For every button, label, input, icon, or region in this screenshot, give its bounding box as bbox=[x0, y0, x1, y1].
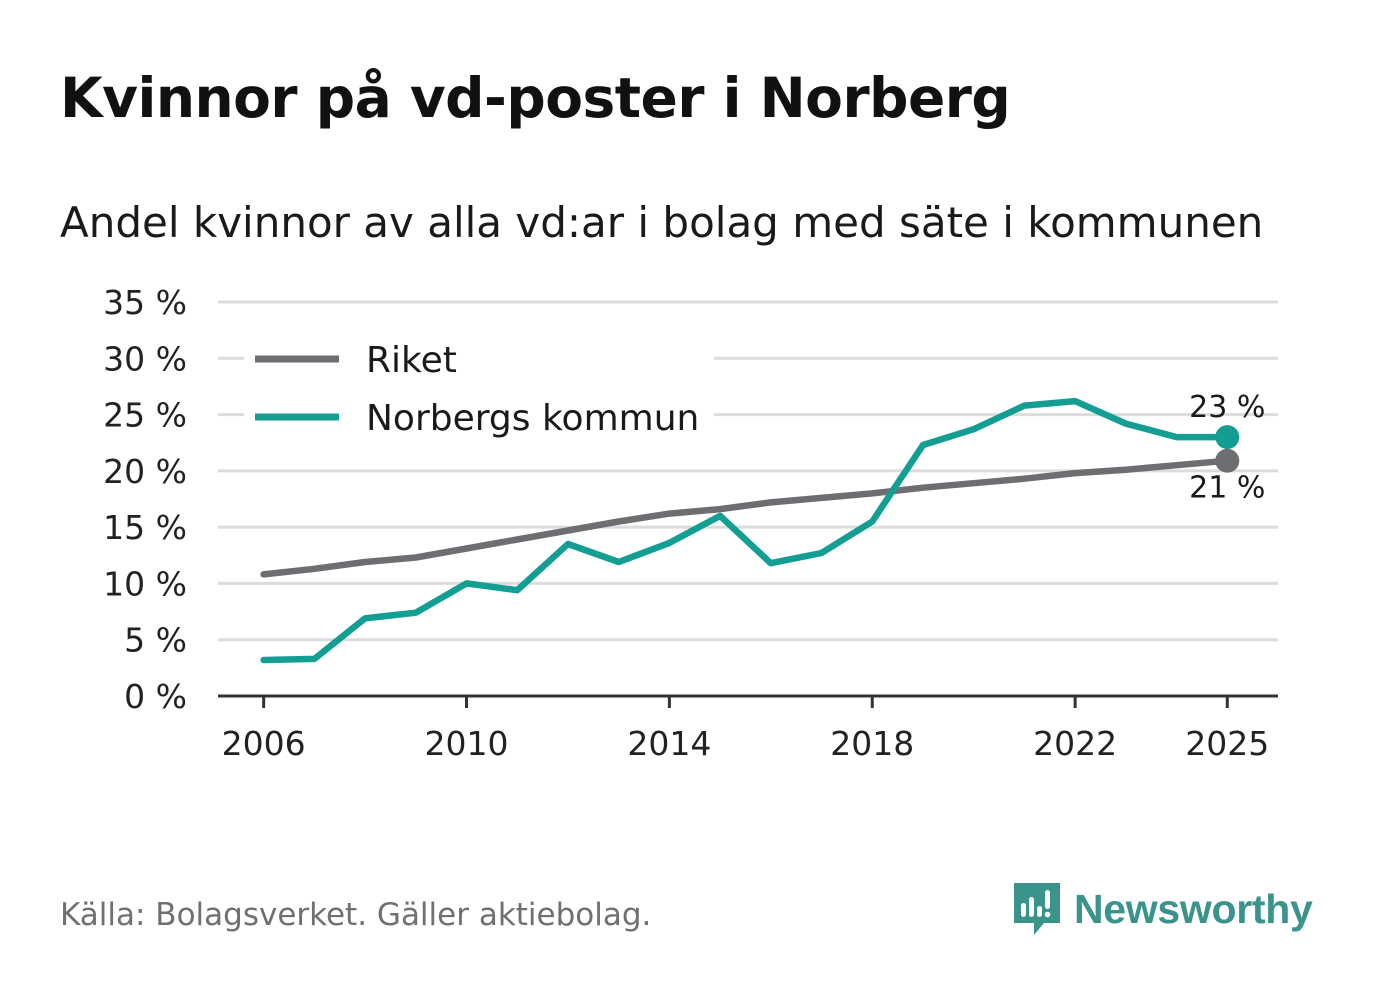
series-layer bbox=[260, 397, 1231, 664]
x-tick-label: 2006 bbox=[222, 724, 306, 763]
legend-label-0: Riket bbox=[366, 340, 457, 381]
x-tick-label: 2018 bbox=[830, 724, 914, 763]
series-line-1 bbox=[260, 397, 1231, 664]
series-end-label-0: 21 % bbox=[1189, 471, 1265, 506]
y-tick-label: 25 % bbox=[103, 396, 187, 435]
label-layer: 21 % 23 % bbox=[1189, 390, 1265, 506]
brand-logo: Newsworthy bbox=[1010, 878, 1313, 940]
y-tick-label: 10 % bbox=[103, 564, 187, 603]
chart-title: Kvinnor på vd-poster i Norberg bbox=[60, 66, 1011, 130]
y-tick-label: 15 % bbox=[103, 508, 187, 547]
x-tick-label: 2010 bbox=[425, 724, 509, 763]
y-tick-label: 30 % bbox=[103, 339, 187, 378]
chart-subtitle: Andel kvinnor av alla vd:ar i bolag med … bbox=[60, 198, 1264, 247]
series-end-label-1: 23 % bbox=[1189, 390, 1265, 425]
legend-label-1: Norbergs kommun bbox=[366, 398, 699, 439]
source-note: Källa: Bolagsverket. Gäller aktiebolag. bbox=[60, 897, 652, 933]
series-endpoint-1 bbox=[1215, 425, 1240, 450]
newsworthy-logo-icon bbox=[1014, 883, 1060, 935]
y-tick-label: 0 % bbox=[124, 677, 187, 716]
x-tick-label: 2022 bbox=[1033, 724, 1117, 763]
legend-layer: Riket Norbergs kommun bbox=[244, 327, 714, 439]
axis-layer: 0 % 5 % 10 % 15 % 20 % 25 % 30 % 35 % 2006 2010 20… bbox=[103, 283, 1278, 763]
x-tick-label: 2014 bbox=[627, 724, 711, 763]
series-endpoint-0 bbox=[1215, 448, 1240, 473]
y-tick-label: 20 % bbox=[103, 452, 187, 491]
brand-name: Newsworthy bbox=[1074, 885, 1313, 932]
x-tick-label: 2025 bbox=[1185, 724, 1269, 763]
series-line-0 bbox=[260, 457, 1231, 578]
y-tick-label: 35 % bbox=[103, 283, 187, 322]
y-tick-label: 5 % bbox=[124, 621, 187, 660]
